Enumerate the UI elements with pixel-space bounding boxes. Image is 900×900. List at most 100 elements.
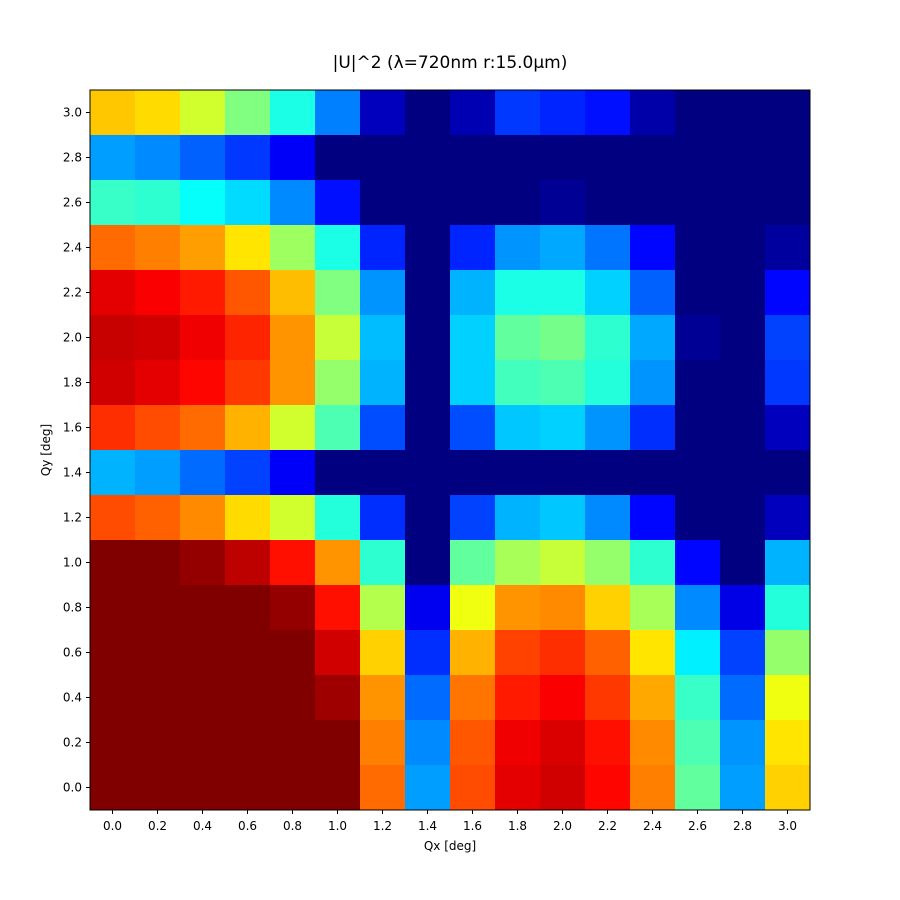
heatmap-cell <box>270 630 316 676</box>
y-tick-label: 0.4 <box>63 691 82 705</box>
heatmap-cell <box>225 675 271 721</box>
heatmap-cell <box>405 180 451 226</box>
heatmap-cell <box>270 180 316 226</box>
heatmap-cell <box>135 360 181 406</box>
heatmap-cell <box>630 135 676 181</box>
heatmap-cell <box>720 360 766 406</box>
heatmap-cell <box>540 315 586 361</box>
heatmap-cell <box>270 495 316 541</box>
heatmap-cell <box>630 540 676 586</box>
heatmap-cell <box>675 225 721 271</box>
heatmap-cell <box>405 225 451 271</box>
x-tick-label: 1.2 <box>373 819 392 833</box>
heatmap-cell <box>360 225 406 271</box>
heatmap-cell <box>540 180 586 226</box>
heatmap-cell <box>180 90 226 136</box>
heatmap-cell <box>225 270 271 316</box>
heatmap-cell <box>90 585 136 631</box>
heatmap-cell <box>495 225 541 271</box>
heatmap-cell <box>495 630 541 676</box>
heatmap-cell <box>405 135 451 181</box>
heatmap-cell <box>675 495 721 541</box>
heatmap-cell <box>315 675 361 721</box>
heatmap-cell <box>135 180 181 226</box>
heatmap-cell <box>405 90 451 136</box>
heatmap-cell <box>720 675 766 721</box>
heatmap-cell <box>585 630 631 676</box>
heatmap-cell <box>540 450 586 496</box>
heatmap-cell <box>135 540 181 586</box>
heatmap-cell <box>675 360 721 406</box>
heatmap-cell <box>270 720 316 766</box>
heatmap-cell <box>495 720 541 766</box>
heatmap-cell <box>360 135 406 181</box>
heatmap-cell <box>765 90 811 136</box>
heatmap-cell <box>585 270 631 316</box>
heatmap-cell <box>585 675 631 721</box>
y-tick-label: 1.8 <box>63 376 82 390</box>
x-tick-label: 2.6 <box>688 819 707 833</box>
heatmap-cell <box>135 495 181 541</box>
heatmap-cell <box>360 360 406 406</box>
heatmap-cell <box>405 675 451 721</box>
heatmap-cell <box>135 630 181 676</box>
x-tick-label: 0.2 <box>148 819 167 833</box>
heatmap-cell <box>225 540 271 586</box>
heatmap-cell <box>585 225 631 271</box>
heatmap-cell <box>720 315 766 361</box>
heatmap-cell <box>270 135 316 181</box>
heatmap-cell <box>135 720 181 766</box>
heatmap-cell <box>765 135 811 181</box>
heatmap-cell <box>405 360 451 406</box>
heatmap-cell <box>225 495 271 541</box>
heatmap-cell <box>450 315 496 361</box>
heatmap-cell <box>765 585 811 631</box>
heatmap-cell <box>270 90 316 136</box>
heatmap-cell <box>225 585 271 631</box>
heatmap-cell <box>450 630 496 676</box>
heatmap-cell <box>765 675 811 721</box>
heatmap-cell <box>360 450 406 496</box>
heatmap-cell <box>90 720 136 766</box>
heatmap-cell <box>225 360 271 406</box>
heatmap-cell <box>720 585 766 631</box>
heatmap-cell <box>630 225 676 271</box>
heatmap-cell <box>765 495 811 541</box>
y-tick-label: 2.2 <box>63 286 82 300</box>
heatmap-cell <box>675 540 721 586</box>
x-tick-label: 1.6 <box>463 819 482 833</box>
heatmap-cell <box>675 720 721 766</box>
heatmap-cell <box>360 270 406 316</box>
heatmap-cell <box>720 405 766 451</box>
heatmap-cell <box>450 495 496 541</box>
heatmap-cell <box>315 495 361 541</box>
heatmap-cell <box>90 630 136 676</box>
plot-frame <box>89 89 811 811</box>
heatmap-cell <box>315 90 361 136</box>
heatmap-cell <box>630 495 676 541</box>
heatmap-cell <box>180 675 226 721</box>
heatmap-cell <box>450 405 496 451</box>
heatmap-cell <box>675 270 721 316</box>
heatmap-cell <box>315 540 361 586</box>
heatmap-cell <box>540 225 586 271</box>
heatmap-cell <box>585 765 631 811</box>
heatmap-cell <box>585 540 631 586</box>
heatmap-cell <box>360 315 406 361</box>
heatmap-cell <box>270 765 316 811</box>
heatmap-cell <box>225 315 271 361</box>
heatmap-cell <box>765 405 811 451</box>
heatmap-cell <box>540 720 586 766</box>
heatmap-cell <box>720 450 766 496</box>
heatmap-cell <box>135 225 181 271</box>
heatmap-cell <box>585 585 631 631</box>
heatmap-cell <box>135 450 181 496</box>
heatmap-cell <box>270 270 316 316</box>
heatmap-cell <box>720 135 766 181</box>
heatmap-cell <box>270 675 316 721</box>
heatmap-cell <box>765 315 811 361</box>
heatmap-cell <box>270 360 316 406</box>
heatmap-cell <box>315 765 361 811</box>
heatmap-cell <box>405 405 451 451</box>
